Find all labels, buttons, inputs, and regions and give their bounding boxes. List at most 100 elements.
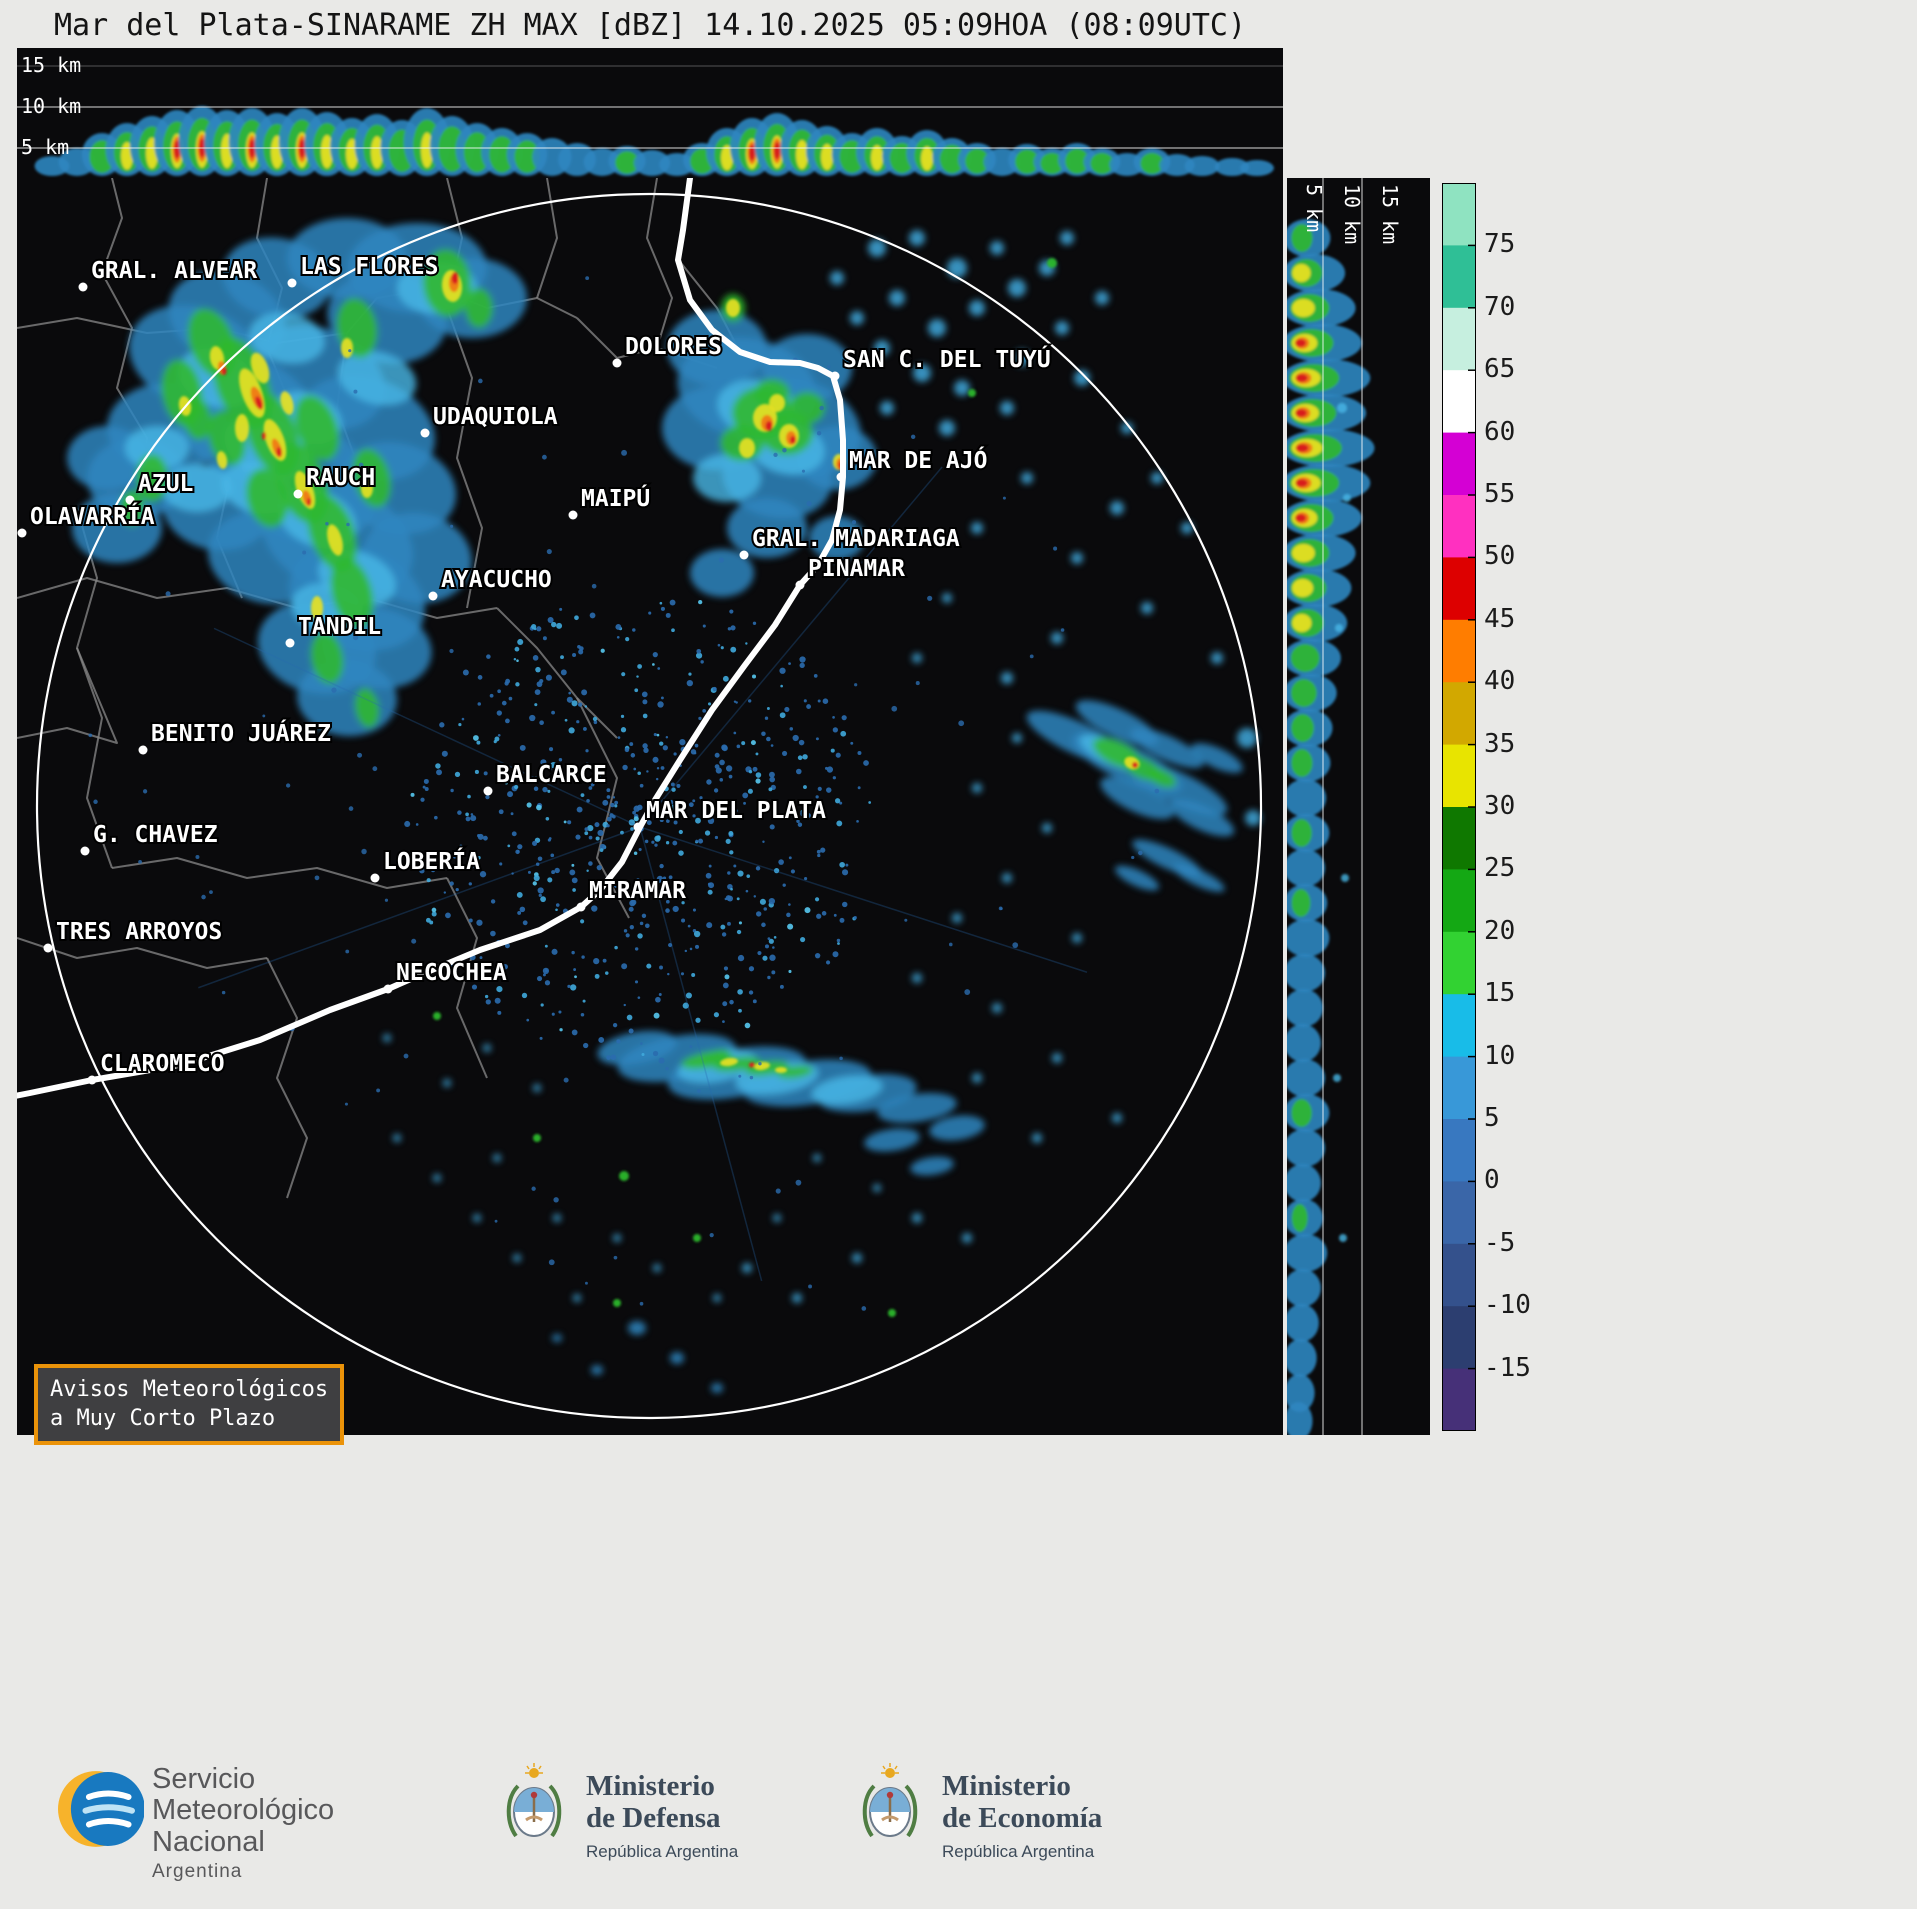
colorbar-tick-label: 25 xyxy=(1484,853,1516,884)
height-label: 5 km xyxy=(21,135,69,159)
colorbar-tick-label: 55 xyxy=(1484,479,1516,509)
city-label: OLAVARRÍA xyxy=(30,502,155,530)
city-label: BENITO JUÁREZ xyxy=(151,719,331,747)
product-title: Mar del Plata-SINARAME ZH MAX [dBZ] 14.1… xyxy=(53,8,1247,43)
colorbar-tick-label: 75 xyxy=(1484,229,1516,260)
smn-line2: Meteorológico xyxy=(152,1794,335,1827)
colorbar-segment xyxy=(1442,807,1476,870)
height-label: 15 km xyxy=(21,53,81,77)
economia-sub: República Argentina xyxy=(942,1841,1095,1861)
smn-logo-block xyxy=(58,1766,144,1852)
colorbar-tick-label: 30 xyxy=(1484,791,1516,821)
warning-line1: Avisos Meteorológicos xyxy=(50,1377,329,1402)
height-label: 10 km xyxy=(1340,184,1364,244)
colorbar-tick-label: 35 xyxy=(1484,728,1516,759)
colorbar-segment xyxy=(1442,557,1476,621)
right-echo-layer xyxy=(1287,219,1375,1435)
colorbar-segment xyxy=(1442,869,1476,933)
colorbar-tick-label: 40 xyxy=(1484,666,1516,697)
colorbar-tick-label: 45 xyxy=(1484,603,1516,634)
city-dot xyxy=(78,282,88,292)
city-label: TANDIL xyxy=(298,614,381,640)
colorbar-segment xyxy=(1442,307,1476,371)
city-label: MAR DEL PLATA xyxy=(646,798,826,824)
right-cross-section-plot: 5 km 10 km 15 km xyxy=(1287,178,1402,1435)
colorbar-segment xyxy=(1442,495,1476,558)
colorbar-tick-label: -5 xyxy=(1484,1227,1516,1258)
boundary-line xyxy=(646,178,673,349)
city-label: DOLORES xyxy=(625,334,722,360)
colorbar-tick-label: 60 xyxy=(1484,416,1516,447)
smn-text-block: Servicio Meteorológico Nacional Argentin… xyxy=(152,1763,335,1882)
height-label: 15 km xyxy=(1378,184,1402,244)
city-dot xyxy=(285,638,295,648)
dbz-colorbar-scale xyxy=(1442,183,1476,1431)
city-label: G. CHAVEZ xyxy=(93,822,218,848)
smn-country: Argentina xyxy=(152,1860,243,1882)
city-label: AYACUCHO xyxy=(441,567,552,593)
city-dot xyxy=(568,510,578,520)
right-cross-section-panel: 5 km 10 km 15 km xyxy=(1287,178,1430,1435)
top-cross-section-panel: 15 km 10 km 5 km xyxy=(17,48,1283,178)
boundary-line xyxy=(496,607,618,739)
colorbar-tick-label: 5 xyxy=(1484,1103,1500,1133)
city-dot xyxy=(43,943,53,953)
boundary-line xyxy=(446,877,488,1079)
boundary-line xyxy=(17,937,268,969)
economia-line2: de Economía xyxy=(942,1802,1103,1835)
city-dot xyxy=(795,580,805,590)
colorbar-segment xyxy=(1442,1306,1476,1370)
colorbar-tick-label: -15 xyxy=(1484,1352,1531,1383)
top-cross-section-plot: 15 km 10 km 5 km xyxy=(17,53,1283,176)
city-label: GRAL. MADARIAGA xyxy=(752,526,960,552)
city-label: GRAL. ALVEAR xyxy=(91,258,257,284)
spoke-line xyxy=(639,466,943,828)
city-dot xyxy=(287,278,297,288)
smn-line1: Servicio xyxy=(152,1763,256,1795)
colorbar-tick-label: 0 xyxy=(1484,1165,1500,1196)
colorbar-segment xyxy=(1442,619,1476,683)
city-label: MIRAMAR xyxy=(589,878,686,904)
city-dot xyxy=(739,550,749,560)
defensa-coat-of-arms xyxy=(502,1762,566,1850)
colorbar-tick-label: 10 xyxy=(1484,1040,1516,1071)
city-dot xyxy=(370,873,380,883)
economia-line1: Ministerio xyxy=(942,1770,1071,1802)
city-label: CLAROMECO xyxy=(100,1051,225,1077)
range-ring xyxy=(35,192,1263,1420)
colorbar-segment xyxy=(1442,1119,1476,1182)
boundary-line xyxy=(17,647,118,744)
city-markers: GRAL. ALVEAR LAS FLORES DOLORES SAN C. DEL … xyxy=(17,252,1053,1085)
defensa-line1: Ministerio xyxy=(586,1770,715,1802)
dbz-colorbar xyxy=(1442,183,1476,1431)
warnings-link[interactable]: Avisos Meteorológicos a Muy Corto Plazo xyxy=(34,1364,345,1446)
city-dot xyxy=(420,428,430,438)
colorbar-segment xyxy=(1442,1056,1476,1120)
colorbar-tick-label: 70 xyxy=(1484,291,1516,322)
boundary-line xyxy=(111,857,448,889)
city-label: AZUL xyxy=(138,471,193,497)
spoke-line xyxy=(639,826,763,1282)
colorbar-tick-label: 65 xyxy=(1484,354,1516,385)
colorbar-segment xyxy=(1442,1368,1476,1431)
economia-text-block: Ministerio de Economía República Argenti… xyxy=(942,1770,1102,1862)
colorbar-tick-label: -10 xyxy=(1484,1290,1531,1321)
smn-logo-icon xyxy=(58,1771,144,1847)
colorbar-segment xyxy=(1442,245,1476,309)
spoke-line xyxy=(213,627,641,828)
top-echo-layer xyxy=(34,106,1274,176)
colorbar-segment xyxy=(1442,183,1476,246)
defensa-line2: de Defensa xyxy=(586,1802,721,1835)
height-label: 10 km xyxy=(21,94,81,118)
boundary-line xyxy=(266,957,308,1199)
economia-coat-of-arms xyxy=(858,1762,922,1850)
colorbar-segment xyxy=(1442,1243,1476,1307)
defensa-text-block: Ministerio de Defensa República Argentin… xyxy=(586,1770,738,1862)
city-dot xyxy=(125,495,135,505)
colorbar-tick-label: 20 xyxy=(1484,915,1516,946)
height-label: 5 km xyxy=(1302,184,1326,232)
spoke-line xyxy=(198,826,641,989)
city-label: BALCARCE xyxy=(496,762,607,788)
city-label: RAUCH xyxy=(306,465,375,491)
city-label: MAR DE AJÓ xyxy=(849,446,987,474)
